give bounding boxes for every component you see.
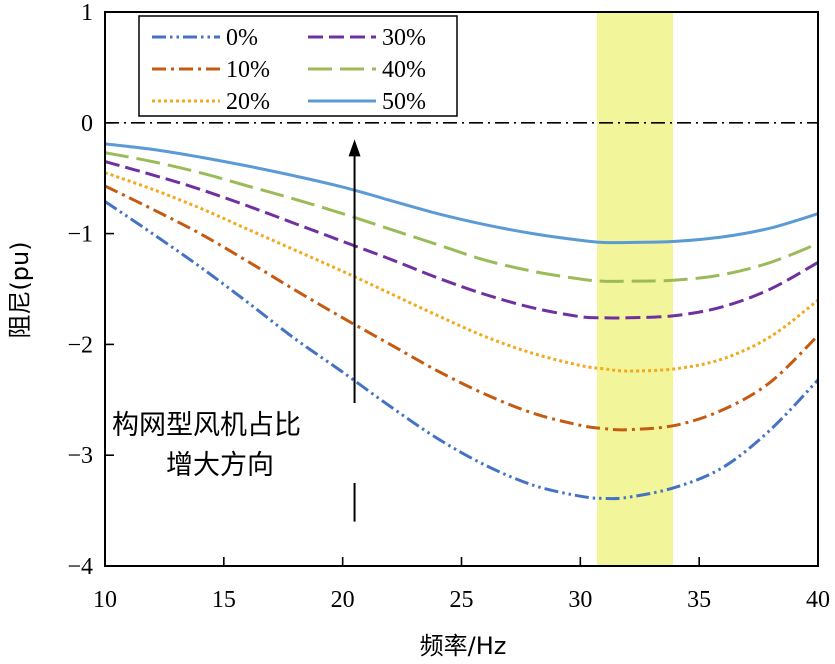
legend: 0% 10% 20% 30% 40% 50% <box>138 15 458 117</box>
legend-label-2: 20% <box>226 89 270 115</box>
y-tick-label: −3 <box>67 443 93 469</box>
x-tick-label: 40 <box>806 587 830 613</box>
series-line-0 <box>104 200 820 501</box>
annotation-line-2: 增大方向 <box>166 450 274 481</box>
series-line-1 <box>104 184 820 432</box>
x-tick-label: 10 <box>93 587 117 613</box>
legend-label-3: 30% <box>382 25 426 51</box>
annotation-line-1: 构网型风机占比 <box>112 410 301 441</box>
series-line-3 <box>104 160 819 320</box>
legend-label-0: 0% <box>226 25 258 51</box>
y-tick-label: 1 <box>81 0 93 26</box>
legend-label-5: 50% <box>382 89 426 115</box>
legend-box <box>138 15 458 117</box>
legend-label-1: 10% <box>226 57 270 83</box>
y-tick-label: −4 <box>67 554 93 580</box>
series-layer <box>104 142 820 501</box>
x-tick-label: 25 <box>450 587 474 613</box>
highlight-band <box>596 12 674 566</box>
series-line-2 <box>104 171 819 373</box>
annotation: 构网型风机占比 增大方向 <box>108 139 361 522</box>
x-tick-label: 15 <box>212 587 236 613</box>
x-tick-label: 35 <box>687 587 711 613</box>
x-axis: 10 15 20 25 30 35 40 <box>93 557 830 613</box>
y-tick-label: 0 <box>81 111 93 137</box>
y-axis: 1 0 −1 −2 −3 −4 <box>67 0 114 580</box>
series-line-5 <box>104 142 819 245</box>
annotation-background <box>108 403 360 483</box>
y-tick-label: −1 <box>67 222 93 248</box>
trend-arrow-head <box>348 139 361 157</box>
legend-label-4: 40% <box>382 57 426 83</box>
series-line-4 <box>104 151 819 283</box>
x-tick-label: 20 <box>331 587 355 613</box>
y-tick-label: −2 <box>67 332 93 358</box>
x-axis-title: 频率/Hz <box>420 632 507 660</box>
y-axis-title: 阻尼(pu) <box>6 241 34 338</box>
x-tick-label: 30 <box>568 587 592 613</box>
